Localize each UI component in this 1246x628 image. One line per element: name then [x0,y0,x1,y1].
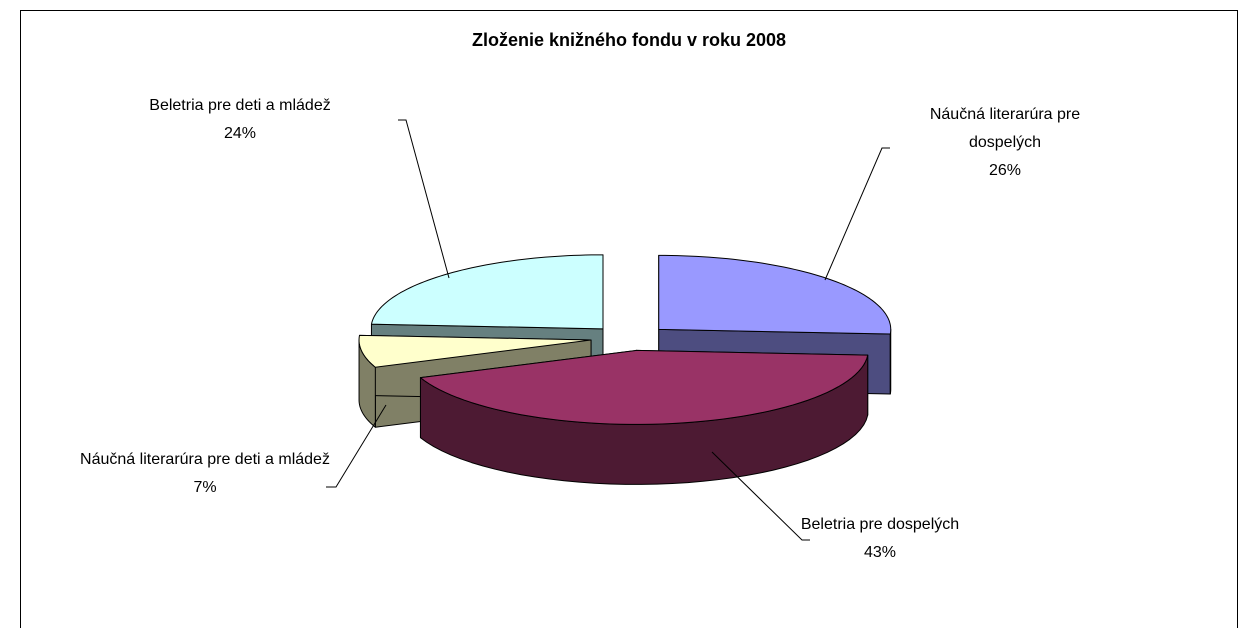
slice-value: 7% [193,479,217,496]
slice-top [370,254,604,330]
slice-top [419,349,869,425]
data-label: Beletria pre dospelých 43% [730,511,1030,567]
chart-frame [20,10,1238,628]
leader-line [398,119,450,279]
data-label: Náučná literarúra pre dospelých 26% [895,101,1115,185]
data-label: Náučná literarúra pre deti a mládež 7% [80,446,330,502]
leader-line [326,404,387,488]
leader-line [711,451,810,541]
slice-name: Náučná literarúra pre deti a mládež [80,451,330,468]
slice-name: Beletria pre dospelých [800,516,960,533]
slice-name: Beletria pre deti a mládež [149,97,331,114]
chart-title: Zloženie knižného fondu v roku 2008 [471,30,787,50]
slice-value: 26% [988,162,1022,179]
slice-top [358,334,592,368]
slice-name: Náučná literarúra pre dospelých [929,106,1081,151]
data-label: Beletria pre deti a mládež 24% [90,92,390,148]
slice-top [658,254,892,335]
slice-value: 43% [863,544,897,561]
leader-line [824,147,890,281]
slice-value: 24% [223,125,257,142]
